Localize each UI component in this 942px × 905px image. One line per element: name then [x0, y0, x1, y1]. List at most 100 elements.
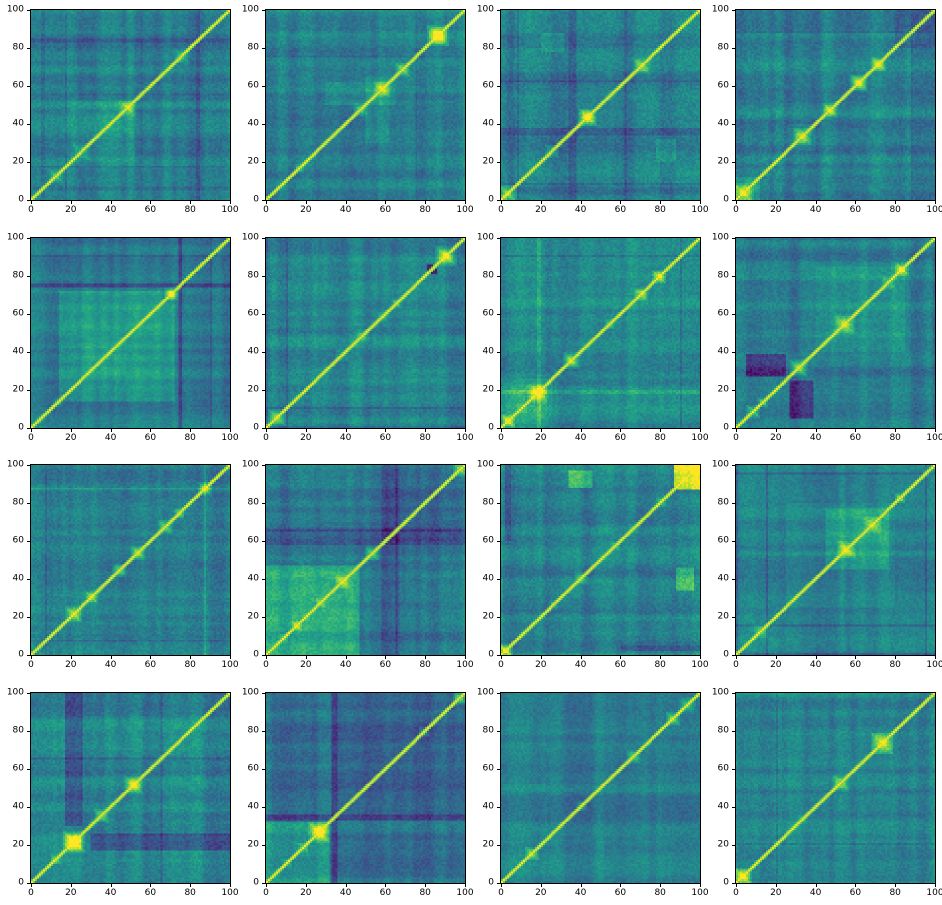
x-tick-label: 80 — [184, 433, 196, 443]
y-tick-label: 60 — [12, 763, 24, 774]
x-tick-label: 60 — [144, 888, 157, 898]
x-tick-label: 0 — [263, 888, 269, 898]
x-tick-label: 40 — [809, 433, 822, 443]
y-tick-label: 100 — [6, 4, 24, 15]
x-tick-label: 60 — [144, 660, 157, 670]
y-tick-label: 60 — [482, 80, 494, 91]
x-tick-label: 20 — [65, 433, 77, 443]
x-tick-label: 100 — [456, 888, 474, 898]
y-tick-mark — [497, 731, 500, 732]
x-tick-mark — [736, 201, 737, 204]
heatmap-subplot — [265, 464, 466, 656]
heatmap-subplot — [500, 464, 701, 656]
y-tick-mark — [262, 86, 265, 87]
y-tick-mark — [497, 276, 500, 277]
x-tick-mark — [501, 884, 502, 887]
x-tick-label: 40 — [104, 660, 117, 670]
y-tick-label: 60 — [247, 535, 259, 546]
x-tick-mark — [150, 656, 152, 659]
y-tick-label: 20 — [247, 384, 259, 395]
y-tick-label: 100 — [476, 232, 494, 243]
y-tick-label: 80 — [12, 497, 24, 508]
x-tick-mark — [935, 429, 936, 432]
heatmap-canvas — [31, 238, 230, 428]
x-tick-mark — [230, 884, 231, 887]
x-tick-mark — [775, 656, 777, 659]
x-tick-mark — [70, 429, 72, 432]
x-tick-mark — [660, 201, 662, 204]
heatmap-subplot — [500, 9, 701, 201]
x-tick-label: 100 — [691, 888, 709, 898]
x-tick-mark — [736, 884, 737, 887]
x-tick-label: 100 — [926, 205, 942, 215]
y-tick-mark — [732, 48, 735, 49]
y-tick-mark — [262, 617, 265, 618]
x-tick-mark — [540, 429, 542, 432]
y-tick-label: 0 — [723, 649, 729, 660]
x-tick-mark — [540, 201, 542, 204]
heatmap-canvas — [736, 465, 935, 655]
y-tick-label: 40 — [247, 118, 259, 129]
x-tick-mark — [815, 429, 817, 432]
x-tick-mark — [501, 429, 502, 432]
y-tick-label: 80 — [482, 42, 494, 53]
y-tick-label: 60 — [717, 763, 729, 774]
x-tick-mark — [305, 201, 307, 204]
y-tick-label: 100 — [476, 459, 494, 470]
y-tick-mark — [732, 845, 735, 846]
y-tick-label: 40 — [482, 346, 494, 357]
y-tick-mark — [262, 845, 265, 846]
x-tick-label: 60 — [849, 205, 862, 215]
x-tick-mark — [775, 429, 777, 432]
x-tick-label: 40 — [339, 205, 352, 215]
y-tick-mark — [497, 845, 500, 846]
y-tick-label: 80 — [717, 270, 729, 281]
x-tick-label: 40 — [339, 660, 352, 670]
heatmap-canvas — [736, 693, 935, 883]
x-tick-mark — [190, 201, 192, 204]
y-tick-mark — [27, 86, 30, 87]
x-tick-mark — [815, 884, 817, 887]
y-tick-mark — [732, 617, 735, 618]
y-tick-label: 100 — [711, 4, 729, 15]
y-tick-mark — [732, 276, 735, 277]
y-tick-label: 60 — [717, 80, 729, 91]
x-tick-mark — [855, 201, 857, 204]
y-tick-mark — [497, 617, 500, 618]
heatmap-canvas — [501, 10, 700, 200]
x-tick-label: 40 — [339, 433, 352, 443]
y-tick-label: 40 — [482, 118, 494, 129]
y-tick-mark — [27, 162, 30, 163]
x-tick-mark — [855, 656, 857, 659]
y-tick-label: 20 — [12, 839, 24, 850]
x-tick-mark — [465, 884, 466, 887]
y-tick-mark — [732, 352, 735, 353]
x-tick-label: 100 — [926, 660, 942, 670]
x-tick-label: 100 — [221, 660, 239, 670]
x-tick-mark — [815, 201, 817, 204]
y-tick-label: 0 — [18, 877, 24, 888]
x-tick-mark — [775, 201, 777, 204]
y-tick-label: 80 — [12, 270, 24, 281]
y-tick-label: 40 — [12, 118, 24, 129]
y-tick-label: 100 — [476, 4, 494, 15]
x-tick-mark — [345, 656, 347, 659]
y-tick-label: 60 — [717, 535, 729, 546]
y-tick-label: 20 — [247, 611, 259, 622]
x-tick-label: 20 — [300, 433, 312, 443]
x-tick-label: 20 — [65, 888, 77, 898]
y-tick-mark — [497, 390, 500, 391]
y-tick-label: 0 — [18, 649, 24, 660]
x-tick-label: 100 — [926, 433, 942, 443]
x-tick-label: 40 — [809, 888, 822, 898]
y-tick-mark — [732, 314, 735, 315]
x-tick-label: 80 — [419, 205, 431, 215]
y-tick-mark — [262, 579, 265, 580]
y-tick-label: 60 — [717, 308, 729, 319]
x-tick-mark — [266, 656, 267, 659]
x-tick-mark — [385, 884, 387, 887]
x-tick-label: 100 — [926, 888, 942, 898]
x-tick-label: 40 — [104, 888, 117, 898]
heatmap-subplot — [265, 692, 466, 884]
